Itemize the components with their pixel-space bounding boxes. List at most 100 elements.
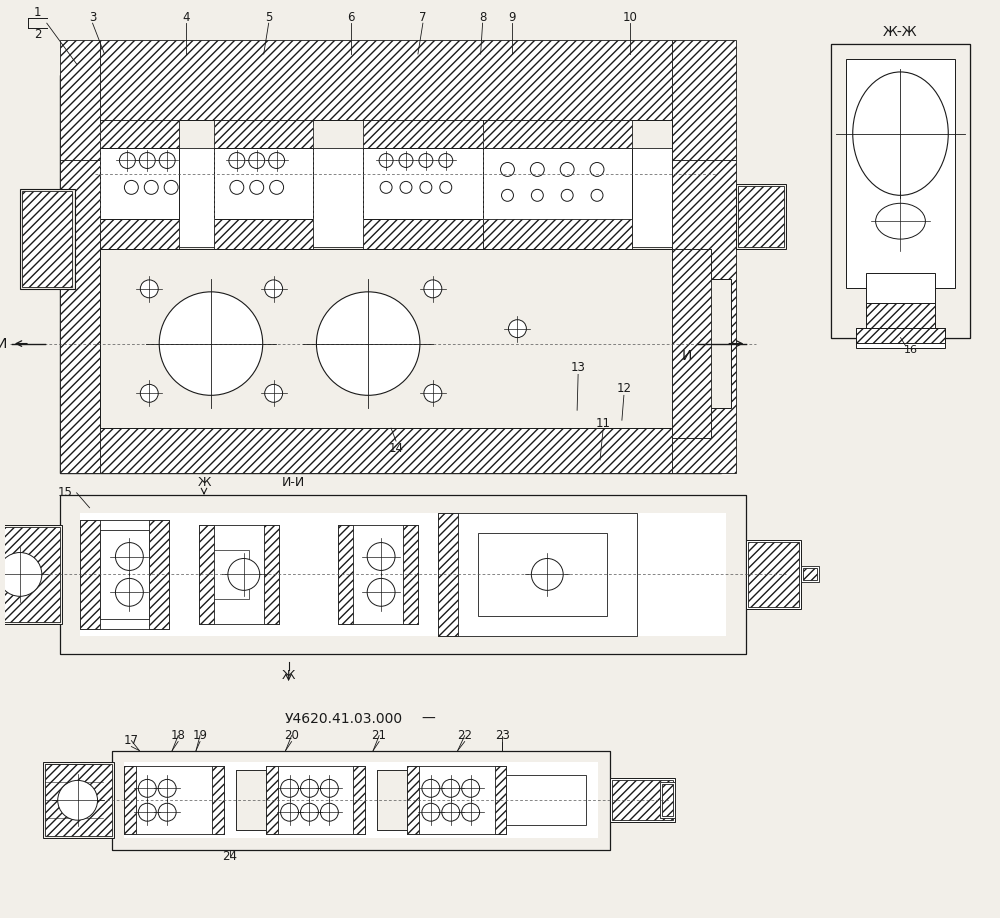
- Circle shape: [316, 292, 420, 396]
- Circle shape: [462, 803, 480, 822]
- Bar: [407, 767, 506, 834]
- Text: 19: 19: [193, 729, 208, 742]
- Bar: [0, 534, 3, 614]
- Text: 10: 10: [622, 11, 637, 24]
- Bar: [199, 525, 279, 624]
- Text: 6: 6: [348, 11, 355, 24]
- Bar: [60, 636, 746, 654]
- Bar: [100, 428, 672, 473]
- Bar: [846, 59, 955, 288]
- Circle shape: [229, 152, 245, 169]
- Bar: [112, 751, 610, 763]
- Bar: [738, 186, 784, 247]
- Bar: [264, 525, 279, 624]
- Circle shape: [320, 779, 338, 798]
- Bar: [236, 770, 266, 830]
- Circle shape: [115, 578, 143, 606]
- Text: 1: 1: [34, 6, 42, 18]
- Bar: [831, 44, 970, 338]
- Bar: [612, 780, 673, 820]
- Bar: [856, 328, 945, 348]
- Text: 4: 4: [182, 11, 190, 24]
- Circle shape: [0, 553, 42, 597]
- Circle shape: [270, 181, 284, 195]
- Text: 17: 17: [124, 734, 139, 747]
- Circle shape: [265, 280, 283, 297]
- Bar: [478, 532, 607, 616]
- Bar: [748, 542, 799, 607]
- Text: Ж: Ж: [282, 669, 295, 682]
- Circle shape: [140, 280, 158, 297]
- Bar: [60, 495, 746, 513]
- Bar: [353, 767, 365, 834]
- Circle shape: [502, 189, 513, 201]
- Text: 11: 11: [595, 417, 610, 430]
- Circle shape: [265, 385, 283, 402]
- Circle shape: [380, 182, 392, 194]
- Circle shape: [422, 803, 440, 822]
- Bar: [112, 838, 610, 850]
- Bar: [80, 520, 169, 629]
- Circle shape: [399, 153, 413, 167]
- Bar: [100, 219, 179, 249]
- Bar: [20, 189, 75, 289]
- Circle shape: [320, 803, 338, 822]
- Circle shape: [501, 162, 514, 176]
- Bar: [846, 59, 955, 288]
- Bar: [0, 527, 60, 622]
- Circle shape: [440, 182, 452, 194]
- Text: 15: 15: [58, 487, 73, 499]
- Circle shape: [442, 803, 460, 822]
- Circle shape: [124, 181, 138, 195]
- Circle shape: [439, 153, 453, 167]
- Bar: [0, 537, 1, 612]
- Circle shape: [144, 181, 158, 195]
- Circle shape: [560, 162, 574, 176]
- Bar: [338, 525, 353, 624]
- Circle shape: [119, 152, 135, 169]
- Circle shape: [138, 779, 156, 798]
- Bar: [266, 767, 278, 834]
- Circle shape: [281, 779, 299, 798]
- Bar: [831, 44, 970, 338]
- Circle shape: [530, 162, 544, 176]
- Bar: [100, 530, 149, 620]
- Circle shape: [159, 292, 263, 396]
- Bar: [43, 763, 114, 838]
- Bar: [610, 778, 675, 823]
- Bar: [214, 550, 249, 599]
- Circle shape: [139, 152, 155, 169]
- Bar: [124, 763, 598, 838]
- Circle shape: [281, 803, 299, 822]
- Circle shape: [422, 779, 440, 798]
- Circle shape: [230, 181, 244, 195]
- Bar: [377, 770, 407, 830]
- Text: И-И: И-И: [282, 476, 305, 489]
- Bar: [866, 303, 935, 338]
- Bar: [60, 513, 80, 636]
- Bar: [438, 513, 458, 636]
- Bar: [483, 148, 632, 247]
- Circle shape: [58, 780, 98, 820]
- Bar: [60, 495, 746, 654]
- Bar: [100, 148, 179, 219]
- Bar: [100, 40, 672, 119]
- Bar: [483, 119, 632, 148]
- Bar: [495, 767, 506, 834]
- Bar: [212, 767, 224, 834]
- Bar: [483, 219, 632, 249]
- Circle shape: [591, 189, 603, 201]
- Bar: [112, 763, 124, 838]
- Circle shape: [424, 280, 442, 297]
- Circle shape: [379, 153, 393, 167]
- Circle shape: [228, 558, 260, 590]
- Text: Ж: Ж: [197, 476, 211, 489]
- Circle shape: [419, 153, 433, 167]
- Circle shape: [531, 189, 543, 201]
- Circle shape: [250, 181, 264, 195]
- Ellipse shape: [853, 72, 948, 196]
- Bar: [149, 520, 169, 629]
- Text: 3: 3: [89, 11, 96, 24]
- Bar: [100, 249, 672, 428]
- Bar: [363, 119, 483, 148]
